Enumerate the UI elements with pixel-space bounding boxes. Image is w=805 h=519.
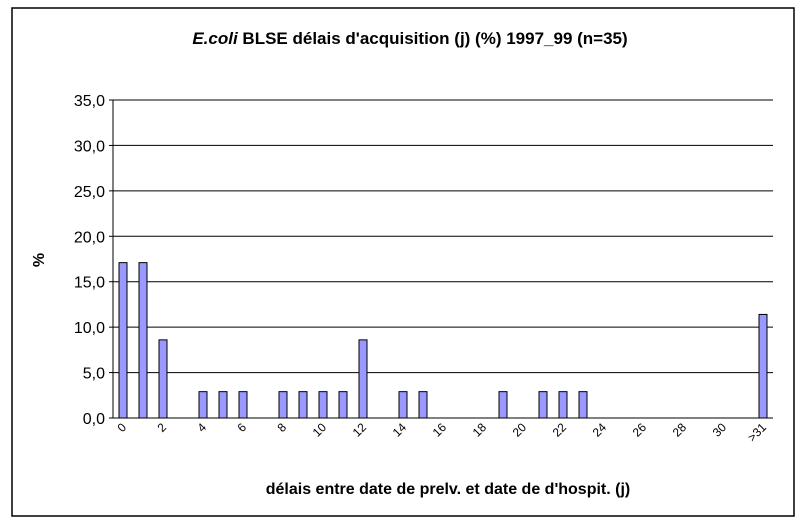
- y-tick-label: 25,0: [74, 184, 105, 201]
- bar: [578, 391, 588, 419]
- title-text: BLSE délais d'acquisition (j) (%) 1997_9…: [242, 29, 627, 48]
- bar: [358, 339, 368, 419]
- y-tick-label: 35,0: [74, 93, 105, 110]
- bar: [318, 391, 328, 419]
- bar: [398, 391, 408, 419]
- chart-title: E.coli BLSE délais d'acquisition (j) (%)…: [192, 29, 627, 48]
- x-axis-label: délais entre date de prelv. et date de d…: [266, 481, 630, 498]
- bar: [238, 391, 248, 419]
- y-tick-label: 30,0: [74, 138, 105, 155]
- y-tick-label: 0,0: [83, 411, 105, 428]
- y-tick-label: 20,0: [74, 229, 105, 246]
- bar: [198, 391, 208, 419]
- bar: [298, 391, 308, 419]
- bar: [338, 391, 348, 419]
- title-italic: E.coli: [192, 29, 239, 48]
- bar: [558, 391, 568, 419]
- bar: [538, 391, 548, 419]
- bar: [278, 391, 288, 419]
- y-tick-label: 10,0: [74, 320, 105, 337]
- bar: [218, 391, 228, 419]
- y-tick-label: 5,0: [83, 366, 105, 383]
- bar: [138, 262, 148, 419]
- bar: [758, 313, 768, 419]
- bar: [498, 391, 508, 419]
- y-axis-label: %: [31, 253, 48, 267]
- chart-frame: [11, 7, 795, 517]
- bar: [158, 339, 168, 419]
- bar: [418, 391, 428, 419]
- y-tick-label: 15,0: [74, 275, 105, 292]
- bar: [118, 262, 128, 419]
